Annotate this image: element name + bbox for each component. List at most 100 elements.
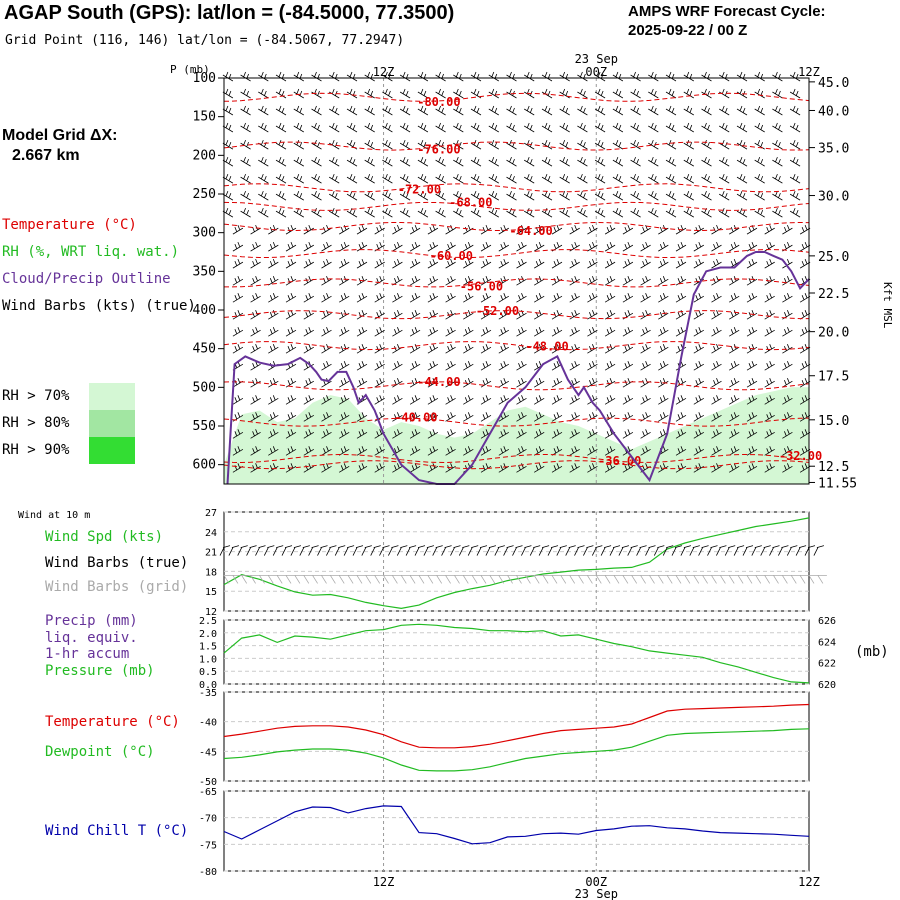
height-tick-label: 12.5 [818,460,849,475]
isotherm-line [223,310,809,320]
pressure-axis-label: P (mb) [170,63,210,76]
isotherm-label: -40.00 [394,410,437,424]
grid-point-info: Grid Point (116, 146) lat/lon = (-84.506… [5,33,405,48]
height-tick-label: 22.5 [818,287,849,302]
wind-speed-line [223,517,810,610]
pressure-tick-label: 622 [818,659,836,670]
temperature-frame [223,691,810,782]
forecast-cycle-label: AMPS WRF Forecast Cycle: [628,3,826,20]
isotherm-label: -80.00 [417,95,460,109]
dewpoint-line [223,728,810,772]
model-grid-value: 2.667 km [12,147,80,164]
isotherm-line [223,381,810,391]
height-tick-label: 25.0 [818,250,849,265]
isotherm-line [224,278,810,288]
wind-barbs-grid [223,575,827,584]
wind10m-tick-label: 24 [205,528,217,539]
wind10m-panel: 12 15 18 21 24 27 [205,508,827,618]
isotherm-label: -72.00 [398,183,441,197]
precip-tick-label: 1.0 [199,654,217,665]
legend-wind-speed: Wind Spd (kts) [45,529,164,545]
isotherm-label: -36.00 [598,454,641,468]
temperature-tick-label: -50 [199,777,217,788]
pressure-line [223,623,810,684]
isotherm-line [223,417,810,427]
isotherm-line [223,92,810,102]
header-title: AGAP South (GPS): lat/lon = (-84.5000, 7… [4,2,455,24]
isotherm-label: -52.00 [476,304,519,318]
pressure-tick-label: 350 [193,264,216,279]
isotherm-label: -56.00 [460,279,503,293]
precip-frame [223,619,810,685]
legend-precip: Precip (mm) [45,613,138,629]
pressure-tick-label: 500 [193,380,216,395]
forecast-cycle-value: 2025-09-22 / 00 Z [628,22,748,39]
legend-precip-sub2: 1-hr accum [45,646,130,662]
height-tick-label: 40.0 [818,104,849,119]
legend-pressure: Pressure (mb) [45,663,155,679]
pressure-tick-label: 550 [193,419,216,434]
pressure-tick-label: 300 [193,226,216,241]
isotherm-label: -32.00 [779,449,822,463]
time-height-frame [223,77,810,485]
top-date-label: 23 Sep [575,52,618,66]
time-axes: 12Z 12Z 00Z 00Z 12Z 12Z 23 Sep 23 Sep [373,52,820,900]
rh80-swatch [89,410,135,437]
top-time-label: 12Z [798,65,820,79]
wind10m-tick-label: 18 [205,567,217,578]
legend-rh: RH (%, WRT liq. wat.) [2,244,180,260]
legend-rh80: RH > 80% [2,415,70,431]
isotherm-line [223,183,810,193]
height-tick-label: 17.5 [818,370,849,385]
temperature-tick-label: -45 [199,747,217,758]
wind10m-tick-label: 12 [205,607,217,618]
pressure-tick-label: 626 [818,616,836,627]
legend-wind-barbs-grid: Wind Barbs (grid) [45,579,189,595]
bottom-time-label: 12Z [373,875,395,889]
windchill-tick-label: -65 [199,787,217,798]
temperature-line [223,703,810,749]
legend-wind-barbs: Wind Barbs (kts) (true) [2,298,196,314]
isotherm-label: -68.00 [449,195,492,209]
isotherm-line [223,249,810,259]
wind10m-tick-label: 15 [205,587,217,598]
legend-cloud-outline: Cloud/Precip Outline [2,271,171,287]
height-tick-label: 35.0 [818,142,849,157]
rh70-swatch [89,383,135,410]
top-time-label: 12Z [373,65,395,79]
top-time-label: 00Z [585,65,607,79]
height-tick-label: 45.0 [818,76,849,91]
isotherm-label: -44.00 [417,375,460,389]
pressure-panel: 0.0 0.5 1.01.5 2.0 2.5 620 622 624 626 (mb) [199,616,889,691]
legend-temp-series: Temperature (°C) [45,714,180,730]
isotherm-line [223,341,810,351]
wind10m-frame [223,511,810,612]
height-tick-label: 20.0 [818,326,849,341]
precip-tick-label: 2.5 [199,616,217,627]
isotherm-label: -60.00 [430,249,473,263]
height-axis-label: Kft MSL [881,282,894,329]
windchill-tick-label: -75 [199,840,217,851]
pressure-tick-label: 624 [818,637,836,648]
precip-tick-label: 1.5 [199,642,217,653]
time-height-panel: 100 150 200 250 300 350 400 450 500 550 600 P (mb) 4… [170,63,894,491]
pressure-tick-label: 250 [193,187,216,202]
legend-wind-barbs-true: Wind Barbs (true) [45,555,189,571]
isotherm-line [223,460,810,470]
windchill-line [223,805,810,845]
isotherm-line [223,141,810,151]
wind10m-tick-label: 27 [205,508,217,519]
pressure-tick-label: 600 [193,458,216,473]
legend-windchill-series: Wind Chill T (°C) [45,823,189,839]
legend-rh90: RH > 90% [2,442,70,458]
bottom-time-label: 12Z [798,875,820,889]
isotherm-label: -76.00 [417,143,460,157]
temperature-tick-label: -35 [199,688,217,699]
isotherm-line [223,221,810,232]
height-tick-label: 11.55 [818,476,857,491]
legend-dewpoint-series: Dewpoint (°C) [45,744,155,760]
model-grid-label: Model Grid ΔX: [2,127,118,144]
bottom-time-label: 00Z [585,875,607,889]
pressure-tick-label: 450 [193,342,216,357]
isotherm-label: -48.00 [525,339,568,353]
